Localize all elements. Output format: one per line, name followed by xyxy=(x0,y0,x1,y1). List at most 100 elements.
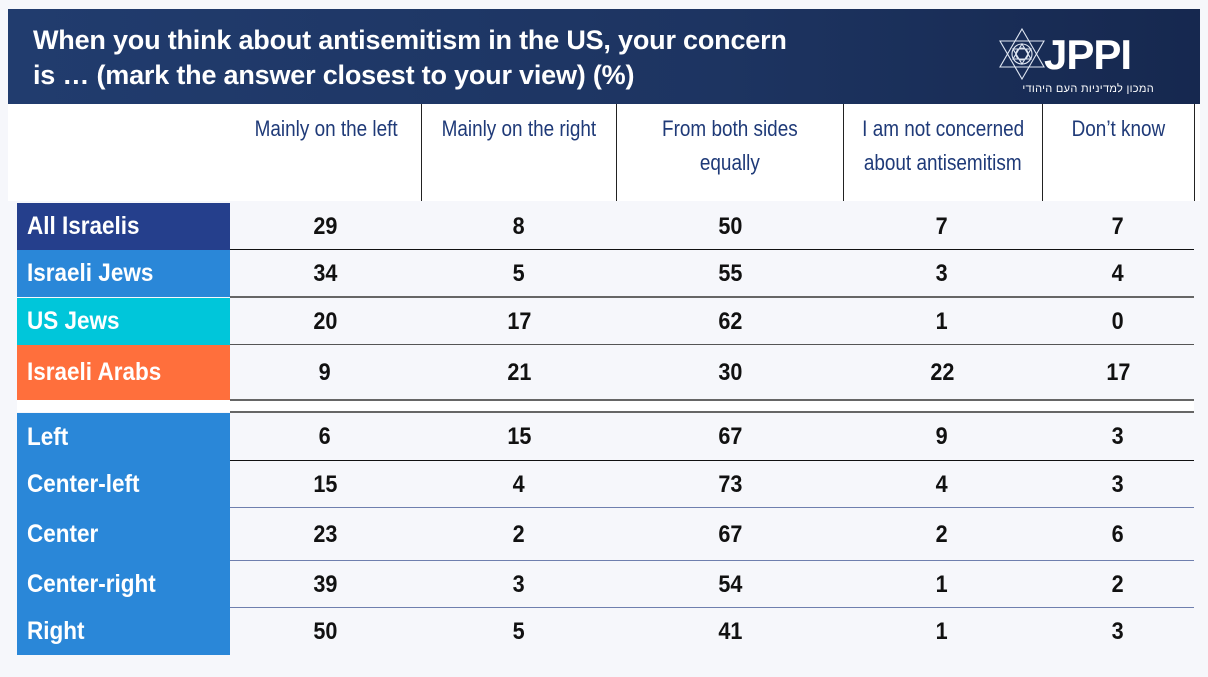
row-label: Center-right xyxy=(17,561,230,608)
table-cell: 21 xyxy=(459,345,579,400)
table-cell: 5 xyxy=(459,250,579,297)
cell-value: 30 xyxy=(717,358,743,386)
row-label-text: Center-right xyxy=(27,570,156,598)
row-label: All Israelis xyxy=(17,203,230,250)
cell-value: 1 xyxy=(935,617,949,645)
table-cell: 3 xyxy=(1058,461,1178,508)
table-row: US Jews 20 17 62 1 0 xyxy=(17,298,1194,345)
table-cell: 67 xyxy=(670,413,790,461)
table-cell: 1 xyxy=(882,561,1002,608)
table-cell: 9 xyxy=(265,345,385,400)
row-cells: 6 15 67 9 3 xyxy=(230,413,1194,461)
column-header-not-concerned: I am not concerned about antisemitism xyxy=(844,112,1042,201)
row-label-text: Left xyxy=(27,422,69,451)
row-label-text: US Jews xyxy=(27,307,120,335)
table-cell: 50 xyxy=(670,203,790,250)
table-cell: 62 xyxy=(670,298,790,345)
row-label: Right xyxy=(17,608,230,655)
table-cell: 7 xyxy=(1058,203,1178,250)
row-cells: 15 4 73 4 3 xyxy=(230,461,1194,508)
cell-value: 0 xyxy=(1111,307,1125,335)
cell-value: 17 xyxy=(1105,358,1131,386)
table-cell: 54 xyxy=(670,561,790,608)
row-label-text: All Israelis xyxy=(27,212,140,240)
row-divider xyxy=(230,296,1194,298)
table-cell: 30 xyxy=(670,345,790,400)
table-cell: 34 xyxy=(265,250,385,297)
table-cell: 50 xyxy=(265,608,385,655)
table-row: Center-right 39 3 54 1 2 xyxy=(17,561,1194,608)
table-cell: 17 xyxy=(459,298,579,345)
cell-value: 5 xyxy=(512,259,526,287)
table-cell: 23 xyxy=(265,508,385,561)
table-row: Left 6 15 67 9 3 xyxy=(17,413,1194,461)
row-label: US Jews xyxy=(17,298,230,345)
table-cell: 2 xyxy=(1058,561,1178,608)
row-cells: 9 21 30 22 17 xyxy=(230,345,1194,400)
column-divider xyxy=(421,104,422,201)
section-divider xyxy=(230,411,1194,413)
cell-value: 2 xyxy=(935,520,949,548)
table-cell: 4 xyxy=(1058,250,1178,297)
column-header-text: about antisemitism xyxy=(864,150,1022,175)
table-cell: 8 xyxy=(459,203,579,250)
cell-value: 20 xyxy=(312,307,338,335)
row-label-text: Center xyxy=(27,520,99,548)
column-divider xyxy=(843,104,844,201)
cell-value: 29 xyxy=(312,212,338,240)
jppi-logo: JPPI המכון למדיניות העם היהודי xyxy=(996,27,1166,102)
column-header-mainly-left: Mainly on the left xyxy=(232,112,420,201)
table-cell: 17 xyxy=(1058,345,1178,400)
title-line-1: When you think about antisemitism in the… xyxy=(33,25,787,55)
column-header-text: equally xyxy=(700,150,760,175)
title-banner: When you think about antisemitism in the… xyxy=(8,9,1200,104)
table-cell: 4 xyxy=(459,461,579,508)
table-cell: 5 xyxy=(459,608,579,655)
cell-value: 3 xyxy=(512,570,526,598)
table-cell: 3 xyxy=(1058,413,1178,461)
table-cell: 2 xyxy=(459,508,579,561)
table-cell: 15 xyxy=(265,461,385,508)
cell-value: 2 xyxy=(1111,570,1125,598)
table-cell: 67 xyxy=(670,508,790,561)
table-cell: 73 xyxy=(670,461,790,508)
row-cells: 29 8 50 7 7 xyxy=(230,203,1194,250)
column-divider xyxy=(616,104,617,201)
row-label: Israeli Jews xyxy=(17,250,230,297)
row-label-text: Israeli Arabs xyxy=(27,358,162,386)
table-cell: 4 xyxy=(882,461,1002,508)
row-label-text: Israeli Jews xyxy=(27,259,154,287)
column-header-text: I am not concerned xyxy=(862,116,1024,141)
table-cell: 9 xyxy=(882,413,1002,461)
cell-value: 4 xyxy=(1111,259,1125,287)
table-cell: 7 xyxy=(882,203,1002,250)
row-divider xyxy=(230,399,1194,401)
row-cells: 50 5 41 1 3 xyxy=(230,608,1194,655)
cell-value: 1 xyxy=(935,307,949,335)
column-header-text: Mainly on the right xyxy=(441,116,597,141)
row-label-text: Center-left xyxy=(27,470,140,498)
cell-value: 34 xyxy=(312,259,338,287)
cell-value: 23 xyxy=(312,520,338,548)
cell-value: 7 xyxy=(1111,212,1125,240)
cell-value: 2 xyxy=(512,520,526,548)
cell-value: 4 xyxy=(512,470,526,498)
table-cell: 55 xyxy=(670,250,790,297)
table-cell: 22 xyxy=(882,345,1002,400)
cell-value: 3 xyxy=(935,259,949,287)
row-label: Center-left xyxy=(17,461,230,508)
column-header-mainly-right: Mainly on the right xyxy=(422,112,616,201)
table-row: Center 23 2 67 2 6 xyxy=(17,508,1194,561)
row-label: Israeli Arabs xyxy=(17,345,230,400)
column-header-text: Don’t know xyxy=(1071,116,1166,141)
cell-value: 50 xyxy=(312,617,338,645)
cell-value: 9 xyxy=(935,423,949,450)
cell-value: 15 xyxy=(312,470,338,498)
column-header-dont-know: Don’t know xyxy=(1043,112,1194,201)
cell-value: 3 xyxy=(1111,470,1125,498)
cell-value: 73 xyxy=(717,470,743,498)
cell-value: 3 xyxy=(1111,423,1125,450)
cell-value: 50 xyxy=(717,212,743,240)
table-row: Right 50 5 41 1 3 xyxy=(17,608,1194,655)
section-gap xyxy=(17,400,1194,412)
